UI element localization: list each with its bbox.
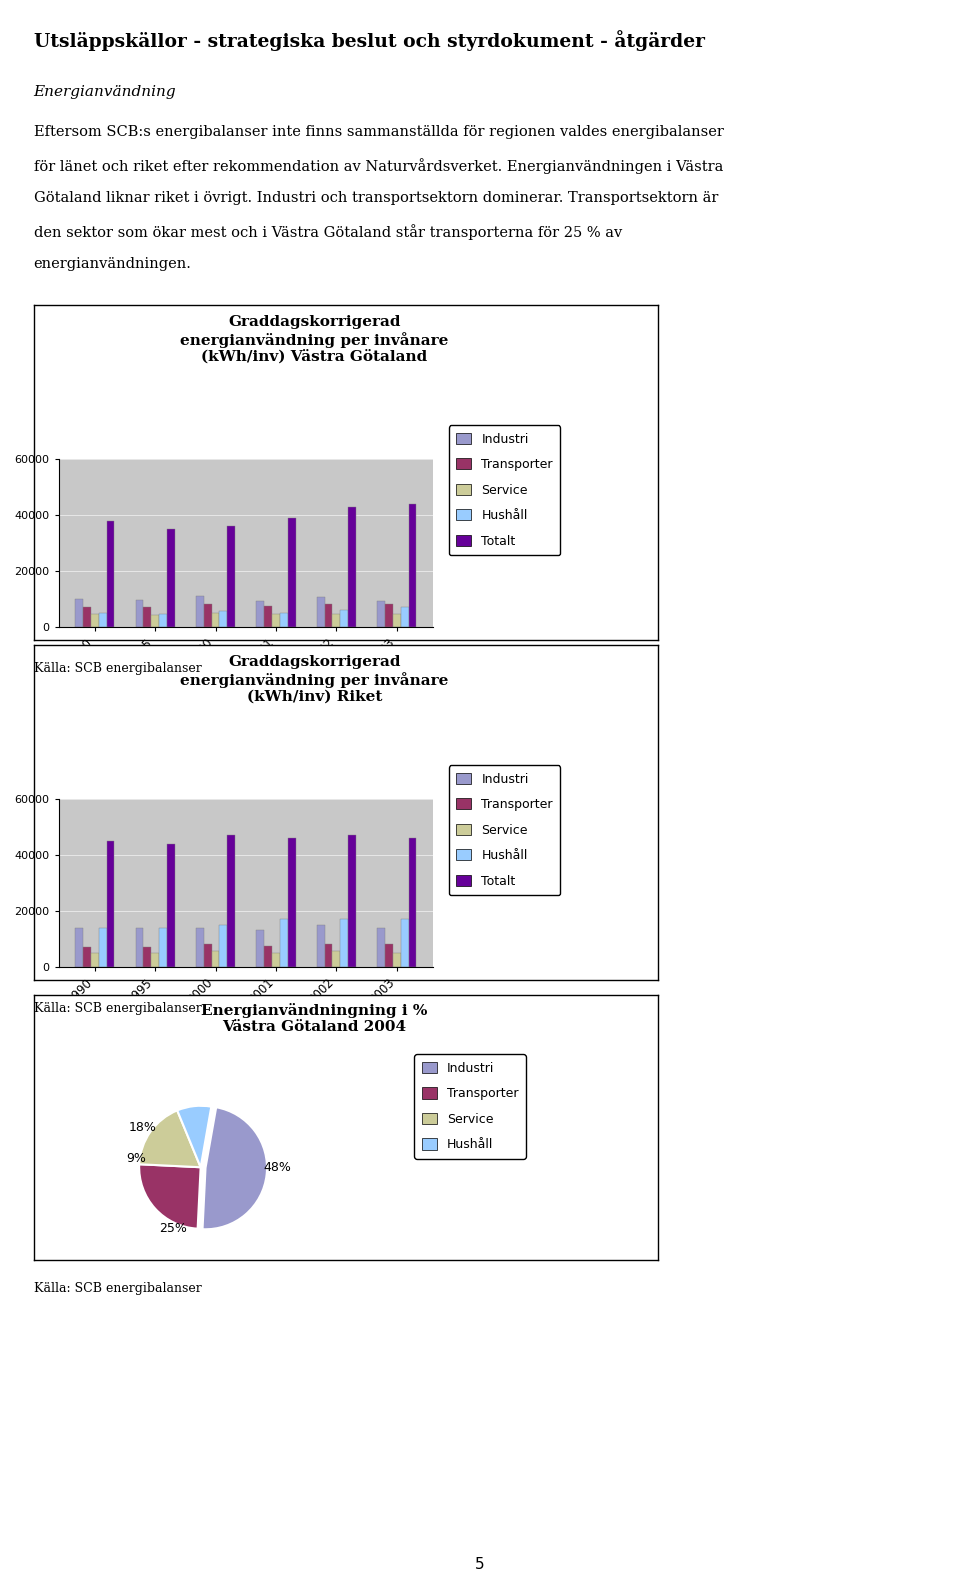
Text: Graddagskorrigerad
energianvändning per invånare
(kWh/inv) Västra Götaland: Graddagskorrigerad energianvändning per … xyxy=(180,315,448,364)
Bar xyxy=(220,925,228,967)
Bar xyxy=(340,919,348,967)
Bar xyxy=(211,951,220,967)
Bar xyxy=(377,601,385,626)
Text: Energianvändning: Energianvändning xyxy=(34,84,177,99)
Bar xyxy=(143,607,152,626)
Text: Energianvändningning i %
Västra Götaland 2004: Energianvändningning i % Västra Götaland… xyxy=(202,1003,427,1034)
Bar xyxy=(204,944,211,967)
Bar xyxy=(228,835,235,967)
Text: Eftersom SCB:s energibalanser inte finns sammanställda för regionen valdes energ: Eftersom SCB:s energibalanser inte finns… xyxy=(34,126,724,138)
Bar xyxy=(385,604,393,626)
Bar xyxy=(340,611,348,626)
Bar xyxy=(83,607,91,626)
Bar xyxy=(143,948,152,967)
Bar xyxy=(256,930,264,967)
Bar xyxy=(99,927,107,967)
Bar xyxy=(409,838,417,967)
Bar xyxy=(280,919,288,967)
Text: Utsläppskällor - strategiska beslut och styrdokument - åtgärder: Utsläppskällor - strategiska beslut och … xyxy=(34,30,705,51)
Text: 48%: 48% xyxy=(264,1161,292,1173)
Bar xyxy=(409,504,417,626)
Bar xyxy=(135,599,143,626)
Bar xyxy=(264,606,272,626)
Bar xyxy=(288,518,296,626)
Text: energianvändningen.: energianvändningen. xyxy=(34,258,191,270)
Bar xyxy=(196,596,204,626)
Bar xyxy=(332,614,340,626)
Legend: Industri, Transporter, Service, Hushåll: Industri, Transporter, Service, Hushåll xyxy=(415,1054,526,1159)
Text: 25%: 25% xyxy=(159,1223,187,1235)
Bar xyxy=(332,951,340,967)
Bar xyxy=(272,952,280,967)
Bar xyxy=(324,944,332,967)
Bar xyxy=(75,599,83,626)
Bar xyxy=(91,614,99,626)
Wedge shape xyxy=(139,1164,201,1229)
Bar xyxy=(83,948,91,967)
Wedge shape xyxy=(203,1107,267,1229)
Text: Götaland liknar riket i övrigt. Industri och transportsektorn dominerar. Transpo: Götaland liknar riket i övrigt. Industri… xyxy=(34,191,718,205)
Bar xyxy=(228,526,235,626)
Legend: Industri, Transporter, Service, Hushåll, Totalt: Industri, Transporter, Service, Hushåll,… xyxy=(449,765,561,895)
Bar xyxy=(324,604,332,626)
Text: för länet och riket efter rekommendation av Naturvårdsverket. Energianvändningen: för länet och riket efter rekommendation… xyxy=(34,157,723,173)
Legend: Industri, Transporter, Service, Hushåll, Totalt: Industri, Transporter, Service, Hushåll,… xyxy=(449,425,561,555)
Text: 9%: 9% xyxy=(126,1151,146,1164)
Bar xyxy=(377,927,385,967)
Bar xyxy=(348,835,356,967)
Bar xyxy=(220,611,228,626)
Bar xyxy=(348,507,356,626)
Bar xyxy=(264,946,272,967)
Bar xyxy=(288,838,296,967)
Bar xyxy=(272,614,280,626)
Text: Källa: SCB energibalanser: Källa: SCB energibalanser xyxy=(34,1002,202,1014)
Bar xyxy=(393,952,400,967)
Text: den sektor som ökar mest och i Västra Götaland står transporterna för 25 % av: den sektor som ökar mest och i Västra Gö… xyxy=(34,224,622,240)
Bar xyxy=(167,844,175,967)
Bar xyxy=(196,927,204,967)
Bar xyxy=(204,604,211,626)
Bar xyxy=(91,952,99,967)
Bar xyxy=(400,919,409,967)
Bar xyxy=(107,841,114,967)
Bar xyxy=(385,944,393,967)
Bar xyxy=(211,612,220,626)
Bar xyxy=(317,925,324,967)
Bar xyxy=(107,520,114,626)
Bar xyxy=(99,612,107,626)
Text: Källa: SCB energibalanser: Källa: SCB energibalanser xyxy=(34,661,202,676)
Text: Källa: SCB energibalanser: Källa: SCB energibalanser xyxy=(34,1282,202,1294)
Bar xyxy=(152,615,159,626)
Bar xyxy=(167,529,175,626)
Bar xyxy=(135,927,143,967)
Bar xyxy=(159,614,167,626)
Text: Graddagskorrigerad
energianvändning per invånare
(kWh/inv) Riket: Graddagskorrigerad energianvändning per … xyxy=(180,655,448,704)
Bar xyxy=(152,952,159,967)
Bar xyxy=(159,927,167,967)
Bar xyxy=(280,612,288,626)
Text: 5: 5 xyxy=(475,1557,485,1573)
Text: 18%: 18% xyxy=(129,1121,156,1134)
Wedge shape xyxy=(178,1105,211,1167)
Bar xyxy=(75,927,83,967)
Bar xyxy=(393,614,400,626)
Wedge shape xyxy=(139,1110,201,1167)
Bar xyxy=(400,607,409,626)
Bar xyxy=(317,598,324,626)
Bar xyxy=(256,601,264,626)
